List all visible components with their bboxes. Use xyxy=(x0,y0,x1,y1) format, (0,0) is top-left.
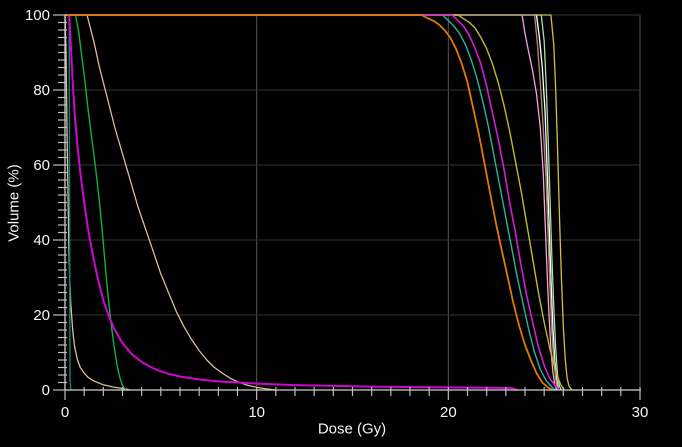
y-tick-label: 80 xyxy=(33,82,50,99)
y-tick-label: 20 xyxy=(33,307,50,324)
curve-tan-slow xyxy=(65,14,276,391)
y-tick-label: 40 xyxy=(33,232,50,249)
x-tick-label: 20 xyxy=(440,404,457,421)
curve-wheat-steep xyxy=(64,14,131,391)
curve-white xyxy=(65,14,560,391)
y-tick-label: 60 xyxy=(33,157,50,174)
curve-pale-green xyxy=(65,14,562,391)
curve-magenta-decay xyxy=(65,14,518,391)
curve-khaki xyxy=(65,14,573,391)
curve-olive xyxy=(65,14,565,391)
y-axis-title: Volume (%) xyxy=(5,164,23,242)
x-tick-label: 30 xyxy=(632,404,649,421)
curve-brown-tan xyxy=(65,14,559,391)
y-tick-label: 0 xyxy=(42,382,50,399)
x-tick-label: 0 xyxy=(61,404,69,421)
curve-teal-target xyxy=(65,14,557,391)
curve-green xyxy=(65,14,126,391)
curve-orange xyxy=(65,14,554,391)
y-tick-label: 100 xyxy=(25,7,50,24)
curve-magenta-target xyxy=(65,14,561,391)
x-axis-title: Dose (Gy) xyxy=(317,420,387,438)
x-tick-label: 10 xyxy=(248,404,265,421)
curve-pink xyxy=(65,14,558,391)
